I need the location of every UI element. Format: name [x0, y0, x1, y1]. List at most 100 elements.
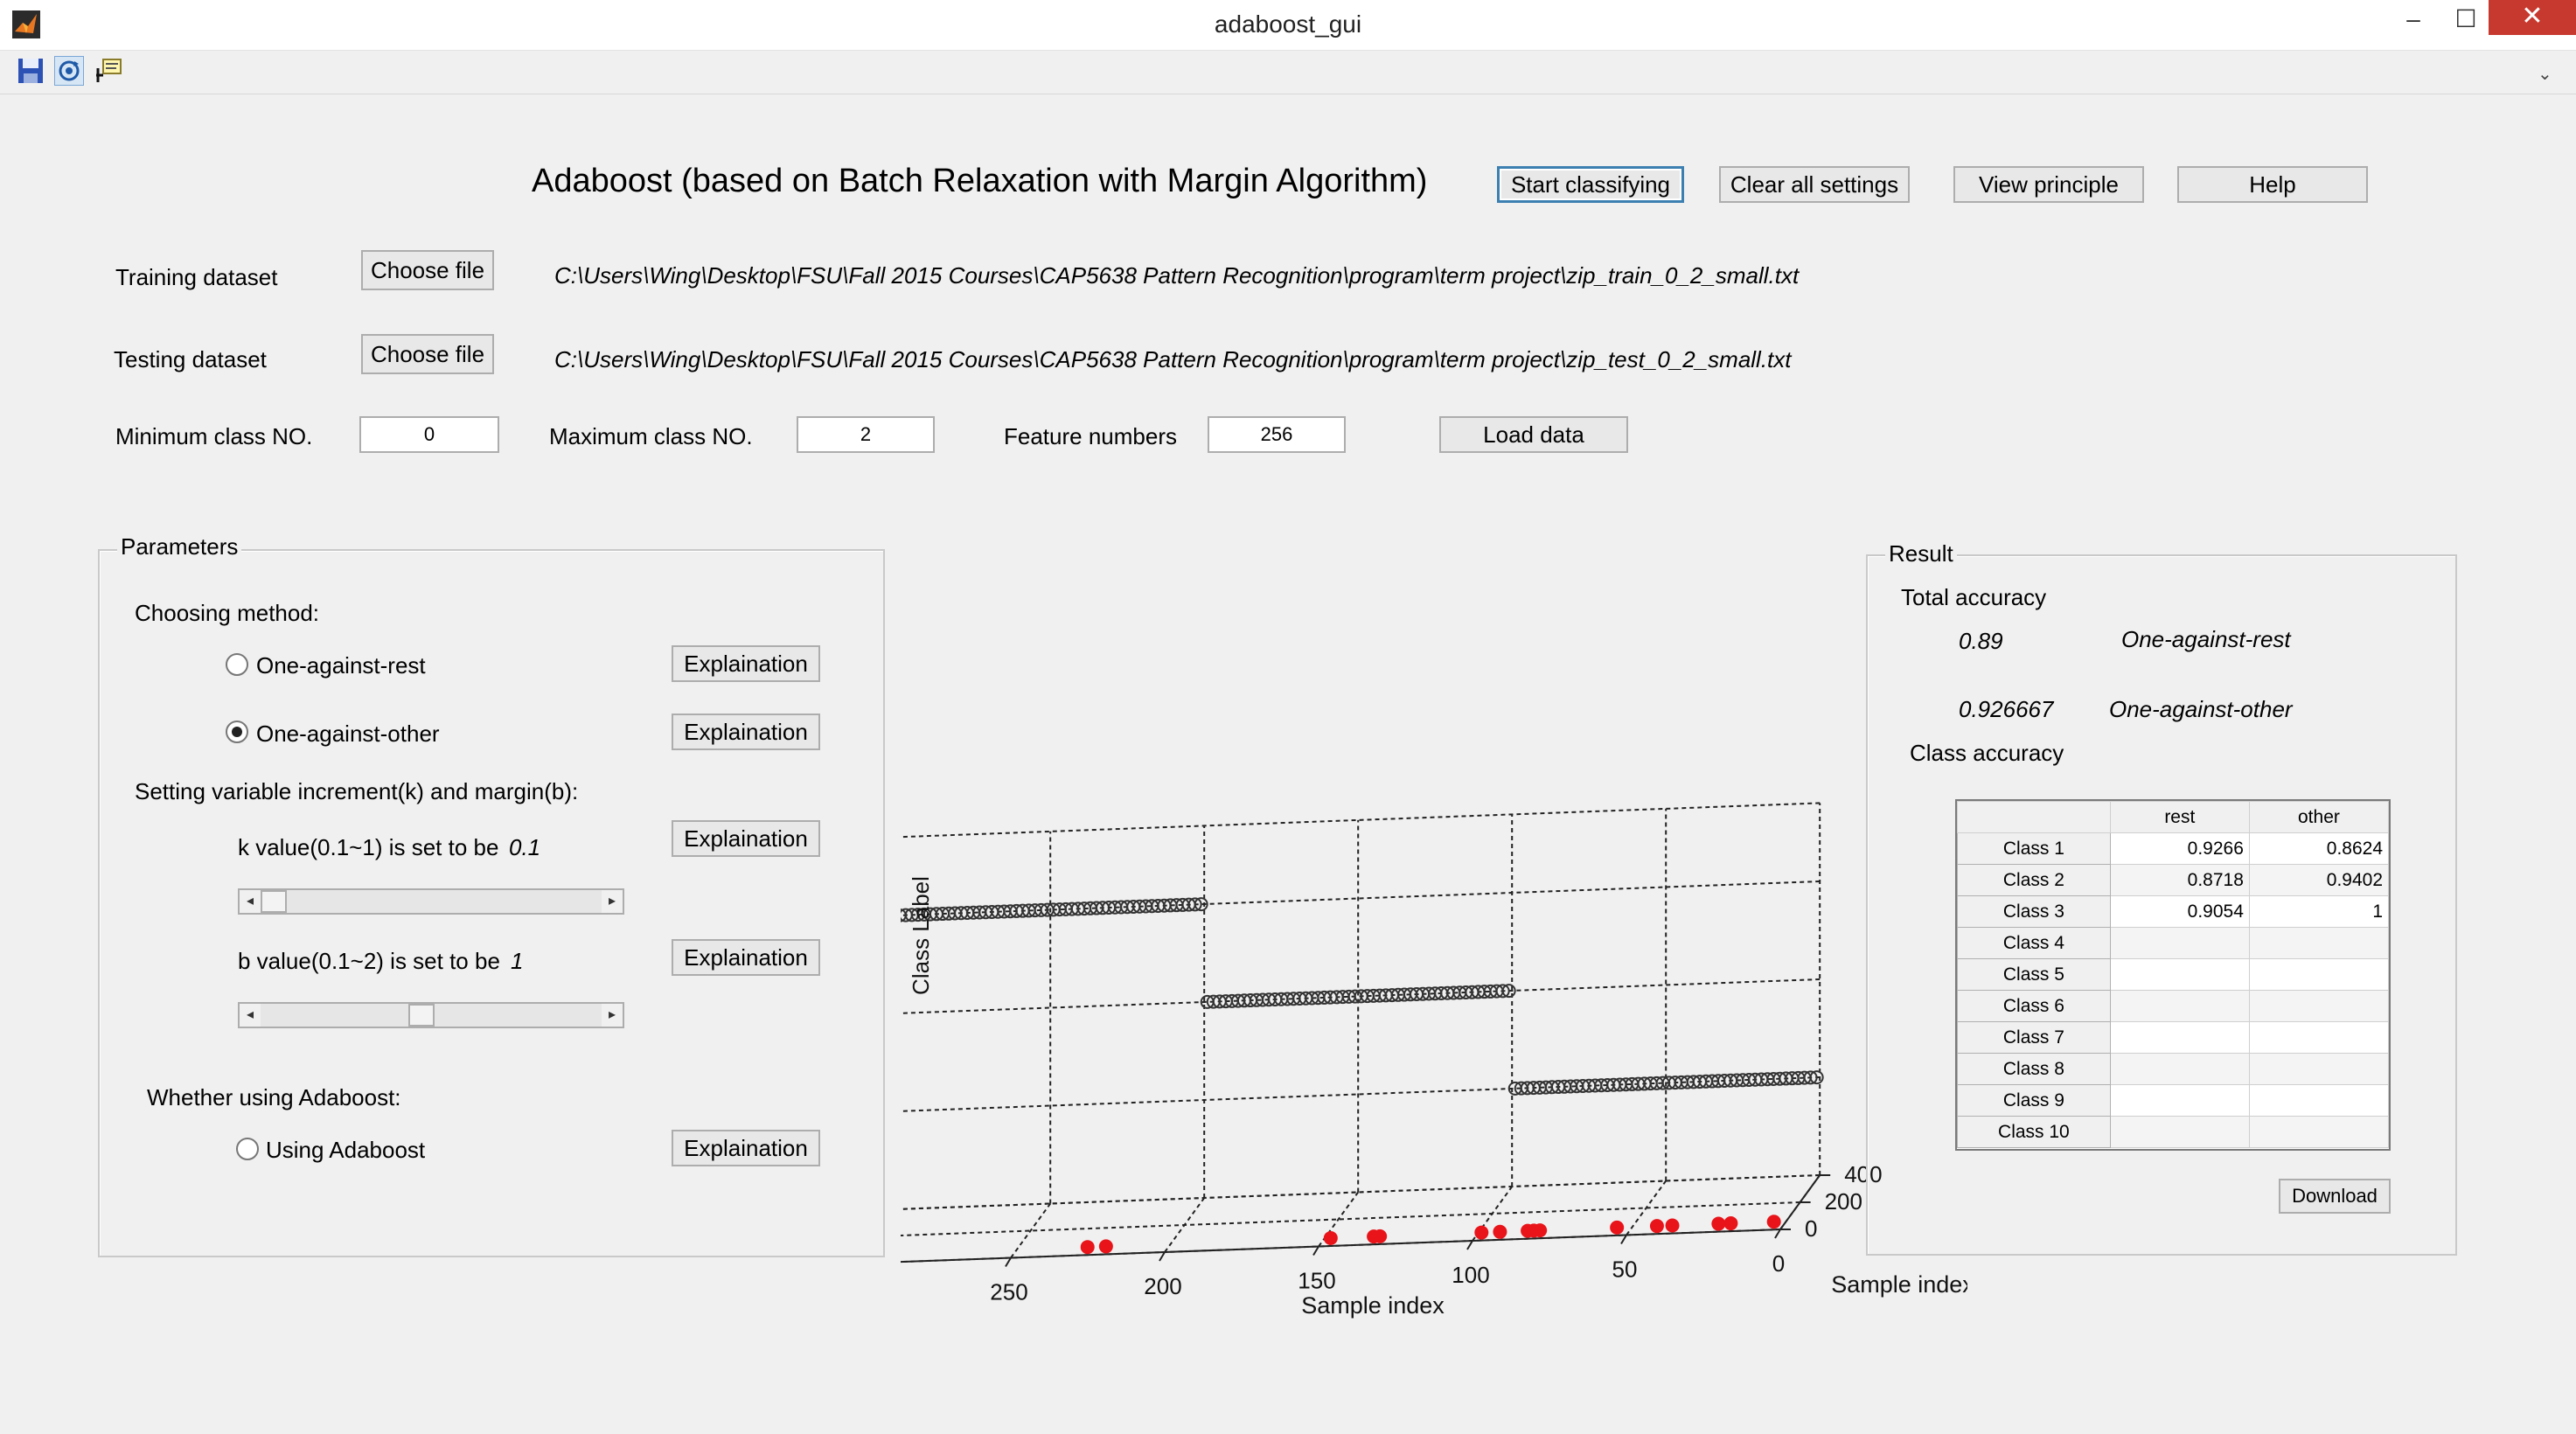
explain-k-button[interactable]: Explaination — [672, 820, 820, 857]
row-header: Class 3 — [1957, 895, 2111, 928]
other-accuracy-name: One-against-other — [2109, 696, 2293, 722]
table-cell-rest[interactable]: 0.8718 — [2109, 864, 2250, 896]
training-file-path: C:\Users\Wing\Desktop\FSU\Fall 2015 Cour… — [554, 262, 1800, 289]
view-principle-button[interactable]: View principle — [1953, 166, 2144, 203]
data-point-open — [901, 908, 907, 922]
table-row: Class 7 — [1957, 1021, 2390, 1054]
slider-right-arrow-icon[interactable]: ▸ — [602, 890, 623, 913]
b-value-slider[interactable]: ◂ ▸ — [238, 1002, 624, 1028]
k-value-slider[interactable]: ◂ ▸ — [238, 888, 624, 915]
explain-other-button[interactable]: Explaination — [672, 714, 820, 750]
slider-left-arrow-icon[interactable]: ◂ — [240, 1004, 261, 1027]
x-tick — [1005, 1256, 1012, 1268]
data-cursor-icon[interactable] — [94, 56, 124, 86]
data-point-filled — [1493, 1224, 1507, 1239]
result-panel — [1866, 554, 2457, 1256]
data-point-filled — [1323, 1230, 1338, 1245]
grid-line — [1626, 1180, 1667, 1236]
radio-using-adaboost[interactable] — [236, 1138, 259, 1160]
explain-adaboost-button[interactable]: Explaination — [672, 1130, 820, 1166]
maximize-button[interactable]: ☐ — [2454, 5, 2477, 32]
explain-rest-button[interactable]: Explaination — [672, 645, 820, 682]
x-tick — [1774, 1229, 1781, 1239]
x-tick — [1159, 1251, 1166, 1262]
data-point-filled — [1367, 1229, 1382, 1244]
table-cell-rest[interactable] — [2109, 1053, 2250, 1085]
data-point-filled — [1080, 1240, 1095, 1255]
row-header: Class 6 — [1957, 990, 2111, 1022]
page-title: Adaboost (based on Batch Relaxation with… — [532, 163, 1428, 199]
slider-thumb[interactable] — [408, 1004, 435, 1027]
start-classifying-button[interactable]: Start classifying — [1497, 166, 1684, 203]
toolbar-expand-icon[interactable]: ⌄ — [2538, 65, 2552, 84]
using-adaboost-label: Using Adaboost — [266, 1137, 426, 1163]
radio-one-against-other[interactable] — [226, 720, 248, 743]
row-header: Class 5 — [1957, 958, 2111, 991]
row-header: Class 1 — [1957, 832, 2111, 865]
testing-file-path: C:\Users\Wing\Desktop\FSU\Fall 2015 Cour… — [554, 346, 1792, 372]
rotate-3d-icon[interactable] — [54, 56, 84, 86]
max-class-input[interactable] — [797, 416, 935, 453]
radio-one-against-rest[interactable] — [226, 653, 248, 676]
x-tick — [1620, 1234, 1627, 1245]
testing-dataset-label: Testing dataset — [114, 346, 267, 372]
table-cell-rest[interactable] — [2109, 1116, 2250, 1148]
figure-toolbar — [0, 51, 2576, 94]
b-value: 1 — [511, 948, 524, 974]
table-cell-other[interactable] — [2248, 958, 2390, 991]
minimize-button[interactable]: ‒ — [2406, 5, 2420, 32]
slider-left-arrow-icon[interactable]: ◂ — [240, 890, 261, 913]
column-header-rest: rest — [2109, 801, 2250, 833]
x-axis-line — [901, 1229, 1781, 1263]
plot-grid — [901, 802, 1821, 1263]
table-cell-other[interactable] — [2248, 1084, 2390, 1117]
grid-line — [901, 802, 1821, 839]
slider-thumb[interactable] — [261, 890, 287, 913]
plot-axes — [901, 1174, 1831, 1268]
max-class-label: Maximum class NO. — [549, 423, 753, 449]
scatter-plot-3d[interactable]: 300250200150100500210-14002000Sample ind… — [901, 516, 1967, 1338]
z-tick-label: 400 — [1844, 1161, 1882, 1187]
table-cell-rest[interactable]: 0.9266 — [2109, 832, 2250, 865]
result-panel-title: Result — [1885, 540, 1957, 567]
table-cell-rest[interactable]: 0.9054 — [2109, 895, 2250, 928]
row-header: Class 7 — [1957, 1021, 2111, 1054]
data-point-open — [1507, 1081, 1522, 1096]
download-button[interactable]: Download — [2279, 1179, 2391, 1214]
row-header: Class 8 — [1957, 1053, 2111, 1085]
table-cell-other[interactable] — [2248, 927, 2390, 959]
data-point-filled — [1098, 1239, 1113, 1254]
table-cell-other[interactable] — [2248, 1053, 2390, 1085]
help-button[interactable]: Help — [2177, 166, 2368, 203]
table-cell-rest[interactable] — [2109, 1084, 2250, 1117]
grid-line — [1010, 1202, 1052, 1259]
table-row: Class 9 — [1957, 1084, 2390, 1117]
other-accuracy-value: 0.926667 — [1959, 696, 2054, 722]
clear-settings-button[interactable]: Clear all settings — [1719, 166, 1910, 203]
save-icon[interactable] — [16, 56, 45, 86]
table-cell-rest[interactable] — [2109, 958, 2250, 991]
table-cell-rest[interactable] — [2109, 990, 2250, 1022]
table-cell-other[interactable] — [2248, 1021, 2390, 1054]
table-cell-other[interactable] — [2248, 990, 2390, 1022]
explain-b-button[interactable]: Explaination — [672, 939, 820, 976]
total-accuracy-label: Total accuracy — [1901, 584, 2047, 610]
close-button[interactable]: ✕ — [2489, 0, 2576, 35]
table-cell-other[interactable]: 0.8624 — [2248, 832, 2390, 865]
x-tick-label: 150 — [1298, 1268, 1335, 1294]
table-cell-rest[interactable] — [2109, 1021, 2250, 1054]
grid-line — [901, 978, 1821, 1014]
slider-right-arrow-icon[interactable]: ▸ — [602, 1004, 623, 1027]
feature-numbers-input[interactable] — [1208, 416, 1346, 453]
table-cell-other[interactable]: 1 — [2248, 895, 2390, 928]
min-class-input[interactable] — [359, 416, 499, 453]
table-cell-other[interactable] — [2248, 1116, 2390, 1148]
table-cell-other[interactable]: 0.9402 — [2248, 864, 2390, 896]
testing-choose-file-button[interactable]: Choose file — [361, 334, 494, 374]
window-title-bar — [0, 0, 2576, 51]
load-data-button[interactable]: Load data — [1439, 416, 1628, 453]
option-other-label: One-against-other — [256, 720, 440, 747]
training-choose-file-button[interactable]: Choose file — [361, 250, 494, 290]
table-cell-rest[interactable] — [2109, 927, 2250, 959]
class-accuracy-table[interactable]: rest other Class 1 0.9266 0.8624 Class 2 0.… — [1955, 799, 2391, 1151]
